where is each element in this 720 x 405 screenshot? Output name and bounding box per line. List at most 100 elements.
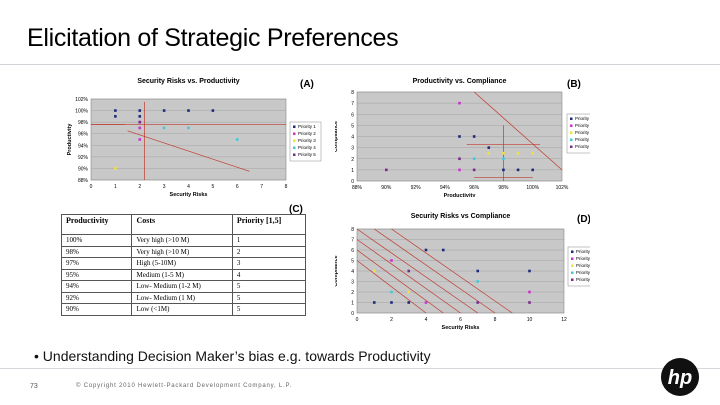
y-tick-label: 96% xyxy=(78,132,89,138)
x-tick-label: 7 xyxy=(260,184,263,190)
y-tick-label: 8 xyxy=(351,90,354,96)
data-point xyxy=(407,270,410,273)
chart-b-svg: Productivity vs. Compliance (B)0123456788… xyxy=(335,72,590,197)
y-tick-label: 7 xyxy=(351,238,354,244)
chart-title: Security Risks vs Compliance xyxy=(411,213,511,220)
legend-marker xyxy=(570,132,573,135)
legend: Priority 1 Priority 2 Priority 3 Priority 4… xyxy=(290,122,321,161)
table-header-cell: Costs xyxy=(132,215,232,235)
legend: Priority 1 Priority 2 Priority 3 Priority 4… xyxy=(567,114,590,153)
legend-marker xyxy=(570,146,573,149)
table-cell: 100% xyxy=(62,235,132,247)
legend-label: Priority 2 xyxy=(298,131,316,136)
data-point xyxy=(407,291,410,294)
data-point xyxy=(473,157,476,160)
y-tick-label: 6 xyxy=(351,248,354,254)
y-tick-label: 2 xyxy=(351,290,354,296)
x-tick-label: 4 xyxy=(187,184,190,190)
data-point xyxy=(502,152,505,155)
legend-label: Priority 4 xyxy=(575,137,590,142)
x-tick-label: 100% xyxy=(526,185,539,191)
svg-text:hp: hp xyxy=(668,367,692,389)
priority-costs-table: Productivity Costs Priority [1,5] 100% Very… xyxy=(61,214,306,316)
legend-marker xyxy=(571,265,574,268)
legend-marker xyxy=(293,154,296,157)
data-point xyxy=(531,152,534,155)
data-point xyxy=(476,301,479,304)
table-cell: Low (<1M) xyxy=(132,304,232,316)
table-cell: 4 xyxy=(232,269,305,281)
legend-marker xyxy=(571,279,574,282)
y-axis-label: Compliance xyxy=(335,255,339,286)
y-tick-label: 94% xyxy=(78,143,89,149)
table-cell: Very high (>10 M) xyxy=(132,235,232,247)
footer-divider xyxy=(0,368,720,369)
y-tick-label: 6 xyxy=(351,112,354,118)
data-point xyxy=(458,135,461,138)
data-point xyxy=(236,138,239,141)
data-point xyxy=(528,291,531,294)
data-point xyxy=(114,109,117,112)
x-tick-label: 2 xyxy=(390,317,393,323)
y-tick-label: 7 xyxy=(351,101,354,107)
data-point xyxy=(138,138,141,141)
legend-marker xyxy=(570,139,573,142)
data-point xyxy=(163,127,166,130)
table-cell: 2 xyxy=(232,246,305,258)
y-tick-label: 0 xyxy=(351,311,354,317)
chart-panel-d: Security Risks vs Compliance (D) 0 1 2 3 4 5 6 7 8… xyxy=(335,207,590,332)
x-tick-label: 94% xyxy=(440,185,451,191)
data-point xyxy=(138,121,141,124)
x-tick-label: 102% xyxy=(556,185,569,191)
table-cell: 5 xyxy=(232,292,305,304)
chart-panel-a: Security Risks vs. Productivity (A) 88% 90%… xyxy=(57,72,322,197)
hp-logo-icon: hp xyxy=(660,357,700,397)
chart-title: Productivity vs. Compliance xyxy=(413,78,507,85)
data-point xyxy=(458,102,461,105)
y-tick-label: 4 xyxy=(351,135,354,141)
table-cell: Low- Medium (1-2 M) xyxy=(132,281,232,293)
legend-label: Priority 1 xyxy=(298,124,316,129)
x-tick-label: 2 xyxy=(138,184,141,190)
slide-title: Elicitation of Strategic Preferences xyxy=(27,24,398,53)
table-cell: 95% xyxy=(62,269,132,281)
legend-label: Priority 1 xyxy=(576,249,590,254)
y-tick-label: 100% xyxy=(75,109,88,115)
bullet-point: • Understanding Decision Maker’s bias e.… xyxy=(34,348,431,364)
table-cell: Low- Medium (1 M) xyxy=(132,292,232,304)
x-tick-label: 6 xyxy=(459,317,462,323)
legend-label: Priority 3 xyxy=(575,130,590,135)
data-point xyxy=(476,280,479,283)
chart-panel-b: Productivity vs. Compliance (B) 0 1 2 3 4 5 6 7 8 8… xyxy=(335,72,590,197)
data-point xyxy=(531,169,534,172)
x-tick-label: 1 xyxy=(114,184,117,190)
x-tick-label: 0 xyxy=(90,184,93,190)
x-axis-label: Productivity xyxy=(444,193,477,197)
data-point xyxy=(114,167,117,170)
table-row: 98% Very high (>10 M) 2 xyxy=(62,246,306,258)
legend-label: Priority 3 xyxy=(298,138,316,143)
x-tick-label: 10 xyxy=(527,317,533,323)
data-point xyxy=(373,301,376,304)
legend-label: Priority 3 xyxy=(576,263,590,268)
data-point xyxy=(528,270,531,273)
panel-label: (A) xyxy=(300,79,314,90)
legend-marker xyxy=(570,125,573,128)
table-header-cell: Productivity xyxy=(62,215,132,235)
chart-a-svg: Security Risks vs. Productivity (A) 88% 90%… xyxy=(57,72,322,197)
table-cell: 97% xyxy=(62,258,132,270)
data-point xyxy=(390,259,393,262)
y-axis-label: Compliance xyxy=(335,121,339,152)
legend-marker xyxy=(293,133,296,136)
y-tick-label: 1 xyxy=(351,301,354,307)
data-point xyxy=(476,270,479,273)
x-tick-label: 5 xyxy=(211,184,214,190)
legend-label: Priority 5 xyxy=(576,277,590,282)
table-cell: High (5-10M) xyxy=(132,258,232,270)
x-tick-label: 8 xyxy=(285,184,288,190)
legend-marker xyxy=(571,251,574,254)
x-tick-label: 96% xyxy=(469,185,480,191)
table-row: 95% Medium (1-5 M) 4 xyxy=(62,269,306,281)
x-tick-label: 90% xyxy=(381,185,392,191)
panel-label: (D) xyxy=(577,214,590,225)
